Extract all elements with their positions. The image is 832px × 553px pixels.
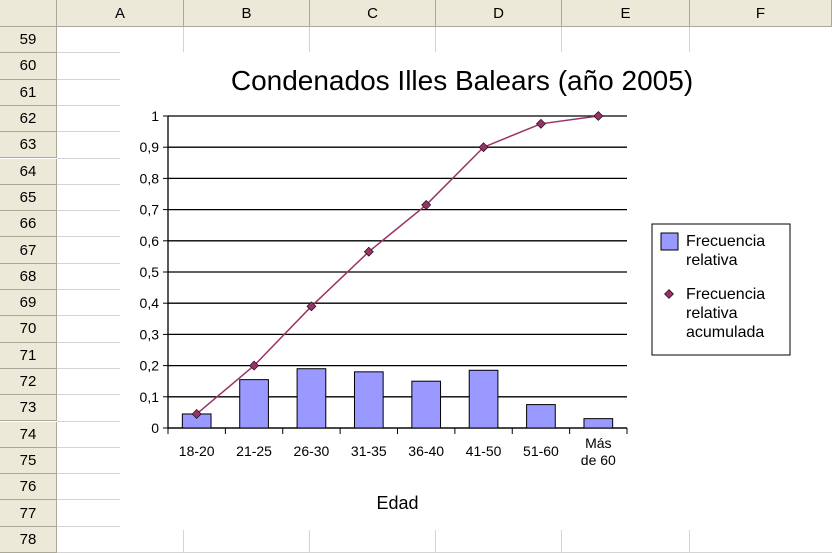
- y-tick-label: 0,8: [140, 170, 160, 186]
- chart-svg: Condenados Illes Balears (año 2005) 0 0,1 0…: [140, 65, 791, 513]
- row-header-73[interactable]: 73: [0, 395, 57, 422]
- line-marker-4: [363, 246, 374, 257]
- x-tick-label-7: 51-60: [523, 443, 559, 459]
- x-tick-label-1: 18-20: [179, 443, 215, 459]
- row-header-78[interactable]: 78: [0, 526, 57, 553]
- column-header-f[interactable]: F: [690, 0, 832, 27]
- line-marker-7: [536, 118, 546, 129]
- y-tick-label: 0: [151, 420, 159, 436]
- column-header-c[interactable]: C: [310, 0, 436, 27]
- x-tick-label-5: 36-40: [408, 443, 444, 459]
- y-tick-label: 1: [151, 108, 159, 124]
- row-header-64[interactable]: 64: [0, 158, 57, 185]
- chart-object[interactable]: Condenados Illes Balears (año 2005) 0 0,1 0…: [120, 52, 832, 530]
- line-marker-3: [306, 301, 317, 312]
- row-header-61[interactable]: 61: [0, 79, 57, 106]
- row-header-67[interactable]: 67: [0, 237, 57, 264]
- y-tick-label: 0,7: [140, 202, 160, 218]
- legend-label-acumulada: Frecuencia: [686, 286, 765, 303]
- row-header-66[interactable]: 66: [0, 211, 57, 238]
- legend-swatch-bars: [660, 232, 679, 251]
- row-header-69[interactable]: 69: [0, 290, 57, 317]
- row-header-62[interactable]: 62: [0, 105, 57, 133]
- bar-6: [468, 369, 499, 429]
- x-tick-label-8: Más de 60: [581, 435, 616, 468]
- column-header-d[interactable]: D: [436, 0, 562, 27]
- row-header-71[interactable]: 71: [0, 342, 57, 369]
- row-header-70[interactable]: 70: [0, 316, 57, 343]
- row-header-65[interactable]: 65: [0, 184, 57, 212]
- x-tick-label-3: 26-30: [294, 443, 330, 459]
- bar-8: [583, 418, 614, 429]
- row-header-68[interactable]: 68: [0, 263, 57, 290]
- row-header-63[interactable]: 63: [0, 132, 57, 159]
- bar-2: [239, 379, 269, 429]
- y-tick-label: 0,3: [140, 326, 160, 342]
- row-header-77[interactable]: 77: [0, 500, 57, 527]
- line-marker-6: [478, 142, 489, 153]
- row-header-74[interactable]: 74: [0, 421, 57, 448]
- bar-3: [296, 368, 327, 429]
- row-header-76[interactable]: 76: [0, 474, 57, 501]
- line-marker-1: [191, 409, 202, 419]
- line-marker-8: [593, 111, 604, 121]
- y-tick-label: 0,5: [140, 264, 160, 280]
- row-header-72[interactable]: 72: [0, 368, 57, 396]
- legend-label-acumulada: relativa: [686, 305, 738, 322]
- column-header-b[interactable]: B: [184, 0, 310, 27]
- column-header-a[interactable]: A: [57, 0, 184, 27]
- y-tick-label: 0,4: [140, 295, 160, 311]
- row-header-75[interactable]: 75: [0, 447, 57, 475]
- column-header-e[interactable]: E: [562, 0, 690, 27]
- legend-label-acumulada: acumulada: [686, 324, 764, 341]
- x-tick-label-4: 31-35: [351, 443, 387, 459]
- chart-title: Condenados Illes Balears (año 2005): [231, 65, 693, 96]
- y-tick-label: 0,9: [140, 139, 160, 155]
- line-marker-5: [421, 199, 432, 210]
- legend-label-relativa: relativa: [686, 252, 738, 269]
- y-tick-label: 0,6: [140, 233, 160, 249]
- row-header-59[interactable]: 59: [0, 27, 57, 54]
- x-axis-label: Edad: [376, 493, 418, 513]
- y-tick-label: 0,1: [140, 389, 160, 405]
- cumulative-line: [196, 115, 599, 415]
- line-marker-2: [249, 360, 259, 371]
- x-tick-label-6: 41-50: [466, 443, 502, 459]
- bar-4: [353, 371, 384, 429]
- legend-label-relativa: Frecuencia: [686, 233, 765, 250]
- select-all-corner[interactable]: [0, 0, 57, 27]
- x-tick-label-2: 21-25: [236, 443, 272, 459]
- legend-marker-line: [664, 289, 674, 299]
- y-tick-label: 0,2: [140, 358, 160, 374]
- bar-5: [411, 380, 442, 429]
- bar-7: [526, 404, 556, 429]
- row-header-60[interactable]: 60: [0, 53, 57, 80]
